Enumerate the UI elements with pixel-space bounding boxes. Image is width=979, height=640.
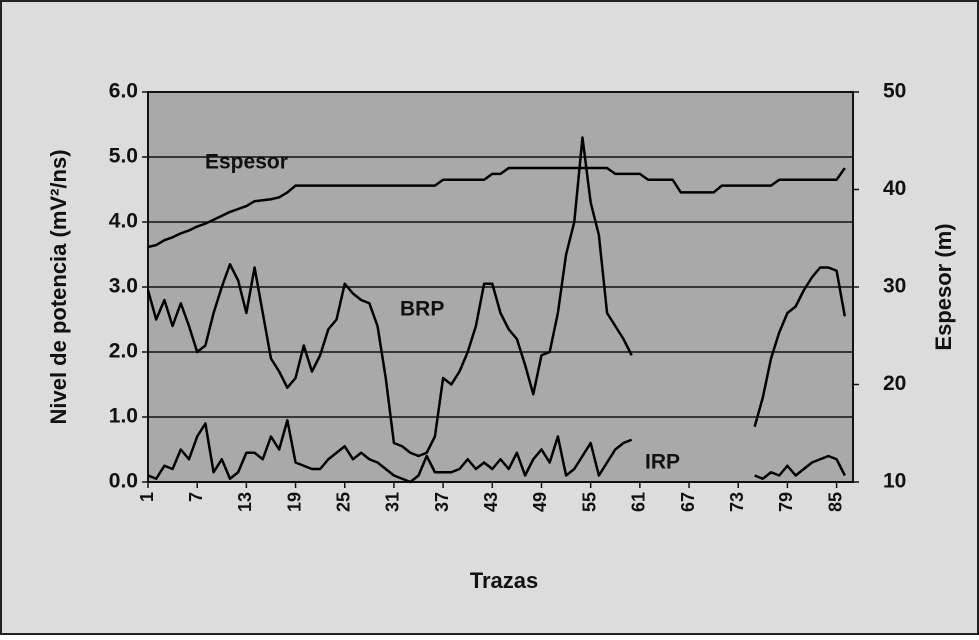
x-tick-label: 61 [629, 492, 649, 512]
y-tick-label: 1.0 [109, 405, 138, 428]
x-tick-label: 37 [432, 492, 452, 512]
y-tick-label: 0.0 [109, 470, 138, 493]
x-tick-label: 67 [678, 492, 698, 512]
y2-tick-label: 50 [883, 80, 906, 103]
x-tick-label: 85 [825, 492, 845, 512]
y-tick-label: 4.0 [109, 210, 138, 233]
x-tick-label: 31 [383, 492, 403, 512]
annotation: BRP [400, 298, 444, 321]
y-tick-label: 2.0 [109, 340, 138, 363]
series-line [146, 136, 847, 458]
y2-tick-label: 10 [883, 470, 906, 493]
y-tick-label: 6.0 [109, 80, 138, 103]
y2-axis-title: Espesor (m) [931, 223, 956, 350]
series-line [147, 166, 846, 249]
x-tick-label: 43 [481, 492, 501, 512]
x-tick-label: 1 [137, 492, 157, 502]
x-tick-label: 73 [727, 492, 747, 512]
y-tick-label: 3.0 [109, 275, 138, 298]
annotation: IRP [645, 451, 680, 474]
x-tick-label: 13 [235, 492, 255, 512]
y-axis-title: Nivel de potencia (mV²/ns) [46, 149, 71, 424]
x-tick-label: 49 [530, 492, 550, 512]
y-tick-label: 5.0 [109, 145, 138, 168]
y2-tick-label: 30 [883, 275, 906, 298]
series-line [147, 419, 846, 484]
x-axis-title: Trazas [470, 568, 539, 593]
y2-tick-label: 20 [883, 372, 906, 395]
x-tick-label: 55 [579, 492, 599, 512]
x-tick-label: 79 [776, 492, 796, 512]
annotation: Espesor [205, 151, 288, 174]
x-tick-label: 19 [284, 492, 304, 512]
y2-tick-label: 40 [883, 177, 906, 200]
x-tick-label: 25 [333, 492, 353, 512]
x-tick-label: 7 [186, 492, 206, 502]
